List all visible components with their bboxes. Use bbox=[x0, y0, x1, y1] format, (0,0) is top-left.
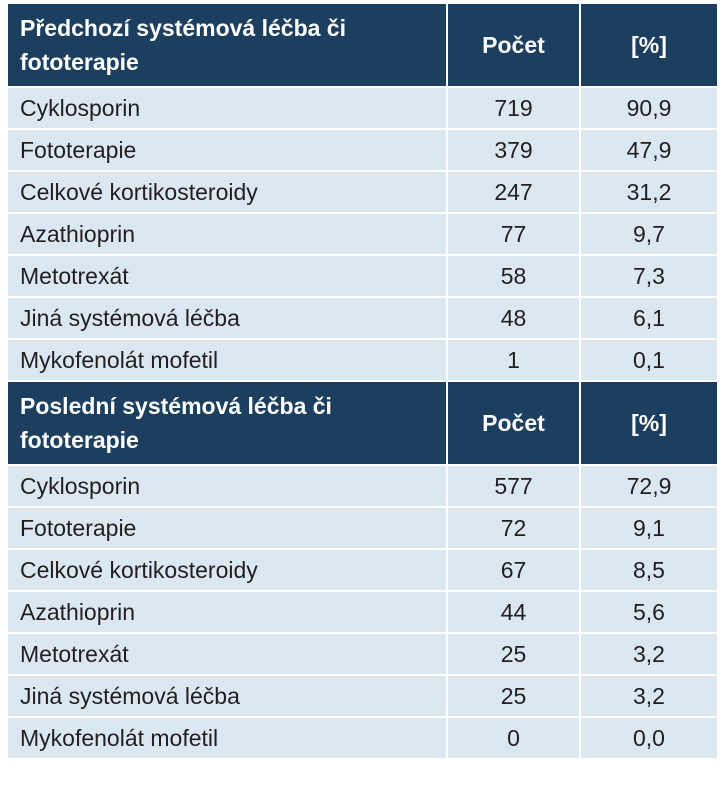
percent-cell: 31,2 bbox=[579, 170, 719, 214]
header-percent: [%] bbox=[579, 380, 719, 466]
percent-cell: 9,7 bbox=[579, 212, 719, 256]
percent-cell: 5,6 bbox=[579, 590, 719, 634]
treatment-name: Mykofenolát mofetil bbox=[6, 716, 448, 760]
percent-cell: 6,1 bbox=[579, 296, 719, 340]
count-cell: 48 bbox=[446, 296, 581, 340]
treatment-name: Cyklosporin bbox=[6, 86, 448, 130]
header-percent: [%] bbox=[579, 2, 719, 88]
percent-cell: 47,9 bbox=[579, 128, 719, 172]
table-body: Předchozí systémová léčba či fototerapie… bbox=[6, 2, 719, 760]
count-cell: 25 bbox=[446, 674, 581, 718]
header-count: Počet bbox=[446, 2, 581, 88]
percent-cell: 7,3 bbox=[579, 254, 719, 298]
treatment-name: Metotrexát bbox=[6, 254, 448, 298]
percent-cell: 0,1 bbox=[579, 338, 719, 382]
treatment-name: Mykofenolát mofetil bbox=[6, 338, 448, 382]
percent-cell: 90,9 bbox=[579, 86, 719, 130]
data-row: Mykofenolát mofetil 0 0,0 bbox=[6, 716, 719, 760]
count-cell: 379 bbox=[446, 128, 581, 172]
count-cell: 1 bbox=[446, 338, 581, 382]
data-row: Cyklosporin 577 72,9 bbox=[6, 464, 719, 508]
treatment-name: Celkové kortikosteroidy bbox=[6, 548, 448, 592]
treatment-name: Fototerapie bbox=[6, 128, 448, 172]
treatment-name: Azathioprin bbox=[6, 212, 448, 256]
header-title: Předchozí systémová léčba či fototerapie bbox=[6, 2, 448, 88]
treatment-name: Celkové kortikosteroidy bbox=[6, 170, 448, 214]
header-row: Předchozí systémová léčba či fototerapie… bbox=[6, 2, 719, 88]
data-row: Cyklosporin 719 90,9 bbox=[6, 86, 719, 130]
count-cell: 25 bbox=[446, 632, 581, 676]
count-cell: 58 bbox=[446, 254, 581, 298]
count-cell: 247 bbox=[446, 170, 581, 214]
data-row: Fototerapie 72 9,1 bbox=[6, 506, 719, 550]
treatment-name: Cyklosporin bbox=[6, 464, 448, 508]
count-cell: 0 bbox=[446, 716, 581, 760]
count-cell: 44 bbox=[446, 590, 581, 634]
count-cell: 577 bbox=[446, 464, 581, 508]
percent-cell: 0,0 bbox=[579, 716, 719, 760]
data-row: Mykofenolát mofetil 1 0,1 bbox=[6, 338, 719, 382]
treatment-name: Metotrexát bbox=[6, 632, 448, 676]
data-row: Celkové kortikosteroidy 67 8,5 bbox=[6, 548, 719, 592]
count-cell: 72 bbox=[446, 506, 581, 550]
treatment-name: Jiná systémová léčba bbox=[6, 674, 448, 718]
treatment-name: Jiná systémová léčba bbox=[6, 296, 448, 340]
table: Předchozí systémová léčba či fototerapie… bbox=[6, 2, 719, 760]
treatment-name: Fototerapie bbox=[6, 506, 448, 550]
data-row: Metotrexát 58 7,3 bbox=[6, 254, 719, 298]
header-count: Počet bbox=[446, 380, 581, 466]
count-cell: 67 bbox=[446, 548, 581, 592]
data-row: Azathioprin 77 9,7 bbox=[6, 212, 719, 256]
treatment-name: Azathioprin bbox=[6, 590, 448, 634]
count-cell: 719 bbox=[446, 86, 581, 130]
data-row: Jiná systémová léčba 48 6,1 bbox=[6, 296, 719, 340]
data-row: Azathioprin 44 5,6 bbox=[6, 590, 719, 634]
percent-cell: 9,1 bbox=[579, 506, 719, 550]
data-row: Metotrexát 25 3,2 bbox=[6, 632, 719, 676]
data-row: Fototerapie 379 47,9 bbox=[6, 128, 719, 172]
percent-cell: 8,5 bbox=[579, 548, 719, 592]
header-row: Poslední systémová léčba či fototerapie P… bbox=[6, 380, 719, 466]
data-row: Celkové kortikosteroidy 247 31,2 bbox=[6, 170, 719, 214]
percent-cell: 72,9 bbox=[579, 464, 719, 508]
header-title: Poslední systémová léčba či fototerapie bbox=[6, 380, 448, 466]
percent-cell: 3,2 bbox=[579, 674, 719, 718]
data-row: Jiná systémová léčba 25 3,2 bbox=[6, 674, 719, 718]
count-cell: 77 bbox=[446, 212, 581, 256]
percent-cell: 3,2 bbox=[579, 632, 719, 676]
